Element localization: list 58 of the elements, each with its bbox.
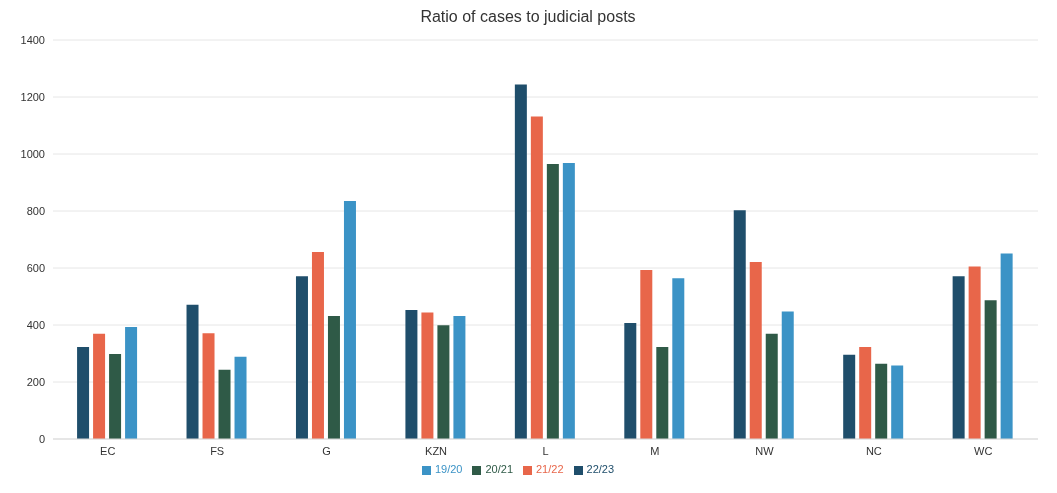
y-tick-label: 0	[38, 432, 45, 445]
y-tick-label: 200	[26, 375, 45, 388]
bar	[624, 323, 637, 439]
x-tick-label: G	[322, 444, 331, 457]
x-tick-label: FS	[210, 444, 225, 457]
bar	[672, 278, 685, 439]
bar	[733, 210, 746, 439]
bar	[562, 163, 575, 439]
bar	[1000, 253, 1013, 439]
y-tick-label: 600	[26, 261, 45, 274]
bar	[311, 252, 324, 439]
bar	[295, 276, 308, 439]
x-tick-label: L	[542, 444, 549, 457]
bar	[125, 327, 138, 439]
bar	[749, 262, 762, 439]
bar	[781, 311, 794, 439]
bar	[234, 356, 247, 439]
y-tick-label: 1400	[20, 33, 45, 46]
bar	[640, 270, 653, 439]
bar	[186, 304, 199, 439]
bar	[453, 315, 466, 439]
bar	[530, 116, 543, 439]
chart-title: Ratio of cases to judicial posts	[419, 8, 637, 26]
bar	[421, 312, 434, 439]
y-tick-label: 1200	[20, 90, 45, 103]
x-tick-label: NC	[865, 444, 882, 457]
legend-label: 20/21	[485, 463, 513, 475]
bar	[77, 346, 90, 439]
x-tick-label: EC	[100, 444, 116, 457]
y-tick-label: 800	[26, 204, 45, 217]
bar	[968, 266, 981, 439]
bar	[405, 309, 418, 439]
bar	[859, 346, 872, 439]
y-tick-label: 400	[26, 318, 45, 331]
y-tick-label: 1000	[20, 147, 45, 160]
bar	[218, 369, 231, 439]
x-tick-label: NW	[755, 444, 775, 457]
bar	[202, 333, 215, 439]
bar	[546, 163, 559, 439]
bar	[514, 84, 527, 439]
x-tick-label: KZN	[425, 444, 448, 457]
bar	[327, 315, 340, 439]
bar	[656, 346, 669, 439]
bar	[93, 333, 106, 439]
bar	[891, 365, 904, 439]
bar	[875, 363, 888, 439]
legend-label: 19/20	[434, 463, 463, 475]
bar	[984, 300, 997, 439]
x-tick-label: M	[650, 444, 660, 457]
bar	[109, 354, 122, 439]
bar	[843, 354, 856, 439]
legend-label: 21/22	[536, 463, 564, 475]
bar	[437, 325, 450, 439]
bar	[343, 201, 356, 439]
legend-label: 22/23	[586, 463, 615, 475]
bar	[765, 333, 778, 439]
x-tick-label: WC	[974, 444, 993, 457]
bar	[952, 276, 965, 439]
